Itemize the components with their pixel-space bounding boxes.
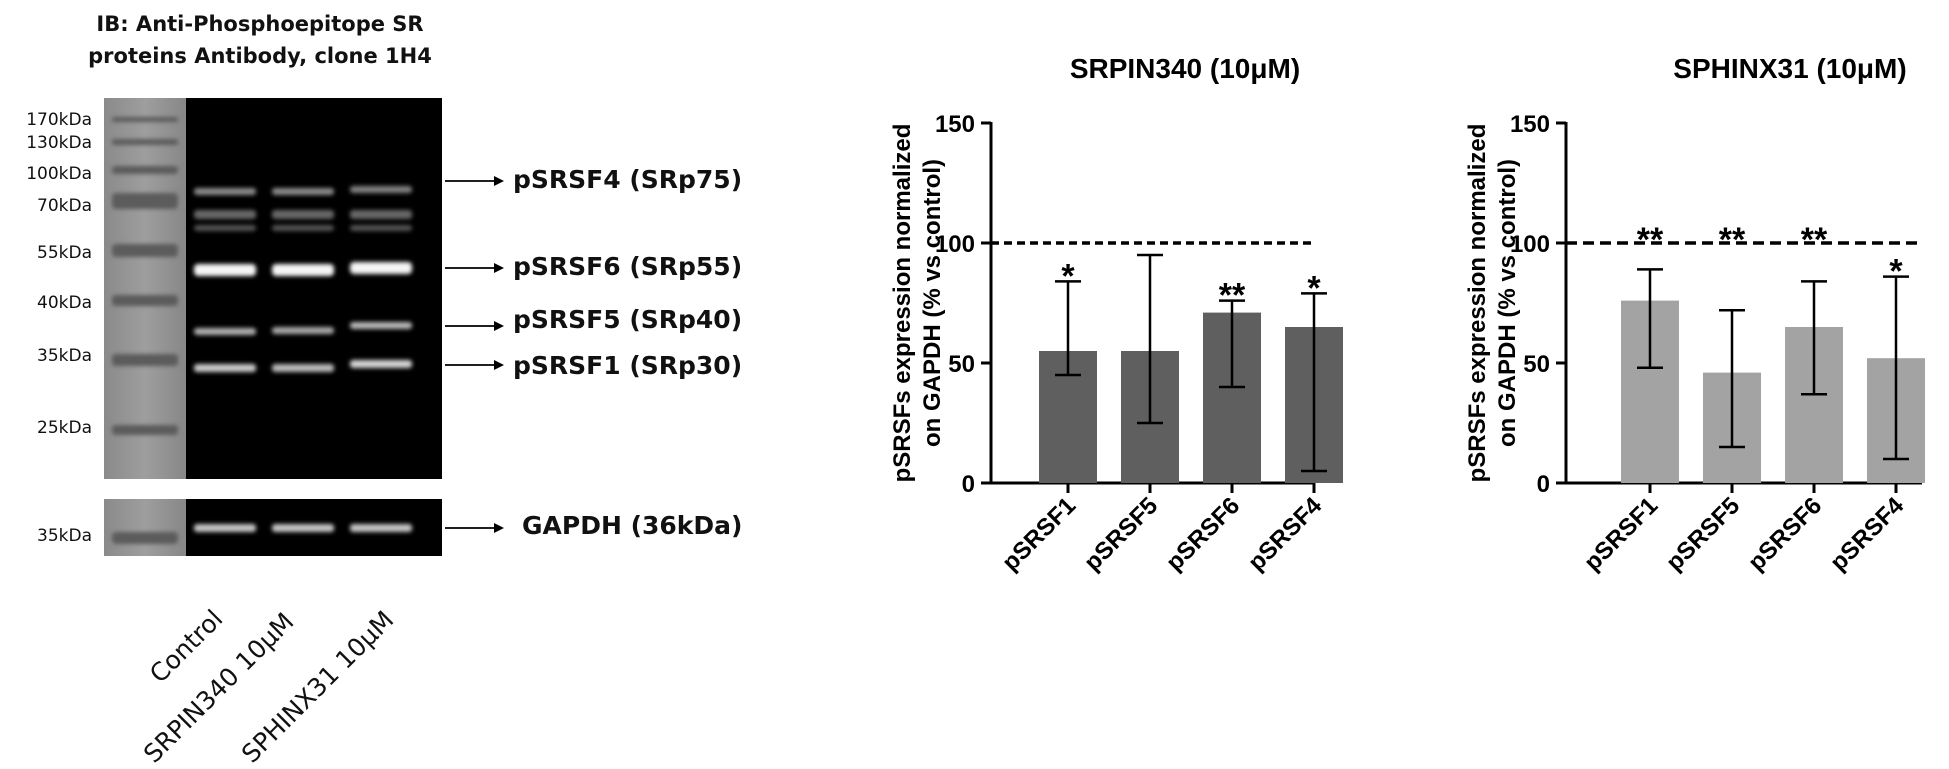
srpin340-y-tick-label: 150 [935,111,975,138]
srpin340-chart-title: SRPIN340 (10μM) [1070,53,1300,84]
band-label-psrsf6: pSRSF6 (SRp55) [513,252,743,281]
blot-background [186,98,442,479]
marker-55kda: 55kDa [37,243,92,263]
sphinx31-x-tick-label-psrsf6: pSRSF6 [1743,492,1827,576]
ladder-bands [112,117,178,435]
srpin340-y-tick-label: 100 [935,231,975,258]
sphinx31-y-tick-label: 150 [1510,111,1550,138]
sphinx31-x-tick-label-psrsf5: pSRSF5 [1661,492,1745,576]
srpin340-significance-psrsf1: * [1061,257,1075,295]
sphinx31-y-axis-label-line2: on GAPDH (% vs control) [1494,159,1521,447]
gapdh-marker-35kda: 35kDa [37,526,92,546]
band-label-psrsf1: pSRSF1 (SRp30) [513,351,743,380]
blot-title: IB: Anti-Phosphoepitope SR proteins Anti… [40,8,480,72]
ladder-lane [104,98,186,479]
marker-40kda: 40kDa [37,293,92,313]
sphinx31-x-tick-label-psrsf1: pSRSF1 [1579,492,1663,576]
sphinx31-y-tick-label: 50 [1523,351,1550,378]
marker-100kda: 100kDa [26,164,92,184]
chart-sphinx31: SPHINX31 (10μM) pSRSFs expression normali… [1464,53,1925,577]
sphinx31-significance-psrsf1: ** [1637,221,1664,259]
gapdh-blot [104,499,442,556]
band-label-psrsf5: pSRSF5 (SRp40) [513,305,743,334]
srpin340-significance-psrsf4: * [1307,269,1321,307]
band-label-gapdh: GAPDH (36kDa) [522,511,743,540]
chart-srpin340: SRPIN340 (10μM) pSRSFs expression normali… [889,53,1343,576]
blot-title-line1: IB: Anti-Phosphoepitope SR [96,12,424,36]
marker-130kda: 130kDa [26,133,92,153]
srpin340-significance-psrsf6: ** [1219,277,1246,315]
sphinx31-y-tick-label: 0 [1537,471,1550,498]
marker-70kda: 70kDa [37,196,92,216]
blot-title-line2: proteins Antibody, clone 1H4 [88,44,432,68]
sphinx31-significance-psrsf4: * [1889,253,1903,291]
sphinx31-significance-psrsf5: ** [1719,221,1746,259]
main-blot [104,98,442,479]
srpin340-y-axis-label-line1: pSRSFs expression normalized [889,124,916,483]
sample-bands [194,186,412,372]
srpin340-y-tick-label: 0 [962,471,975,498]
marker-35kda: 35kDa [37,346,92,366]
blot-image [104,98,504,556]
srpin340-y-tick-label: 50 [948,351,975,378]
band-arrows [445,176,504,533]
srpin340-y-axis-label-line2: on GAPDH (% vs control) [919,159,946,447]
sphinx31-x-tick-label-psrsf4: pSRSF4 [1825,492,1910,577]
sphinx31-y-tick-label: 100 [1510,231,1550,258]
marker-170kda: 170kDa [26,110,92,130]
band-label-psrsf4: pSRSF4 (SRp75) [513,165,743,194]
sphinx31-chart-title: SPHINX31 (10μM) [1673,53,1906,84]
marker-25kda: 25kDa [37,418,92,438]
sphinx31-y-axis-label-line1: pSRSFs expression normalized [1464,124,1491,483]
sphinx31-significance-psrsf6: ** [1801,221,1828,259]
